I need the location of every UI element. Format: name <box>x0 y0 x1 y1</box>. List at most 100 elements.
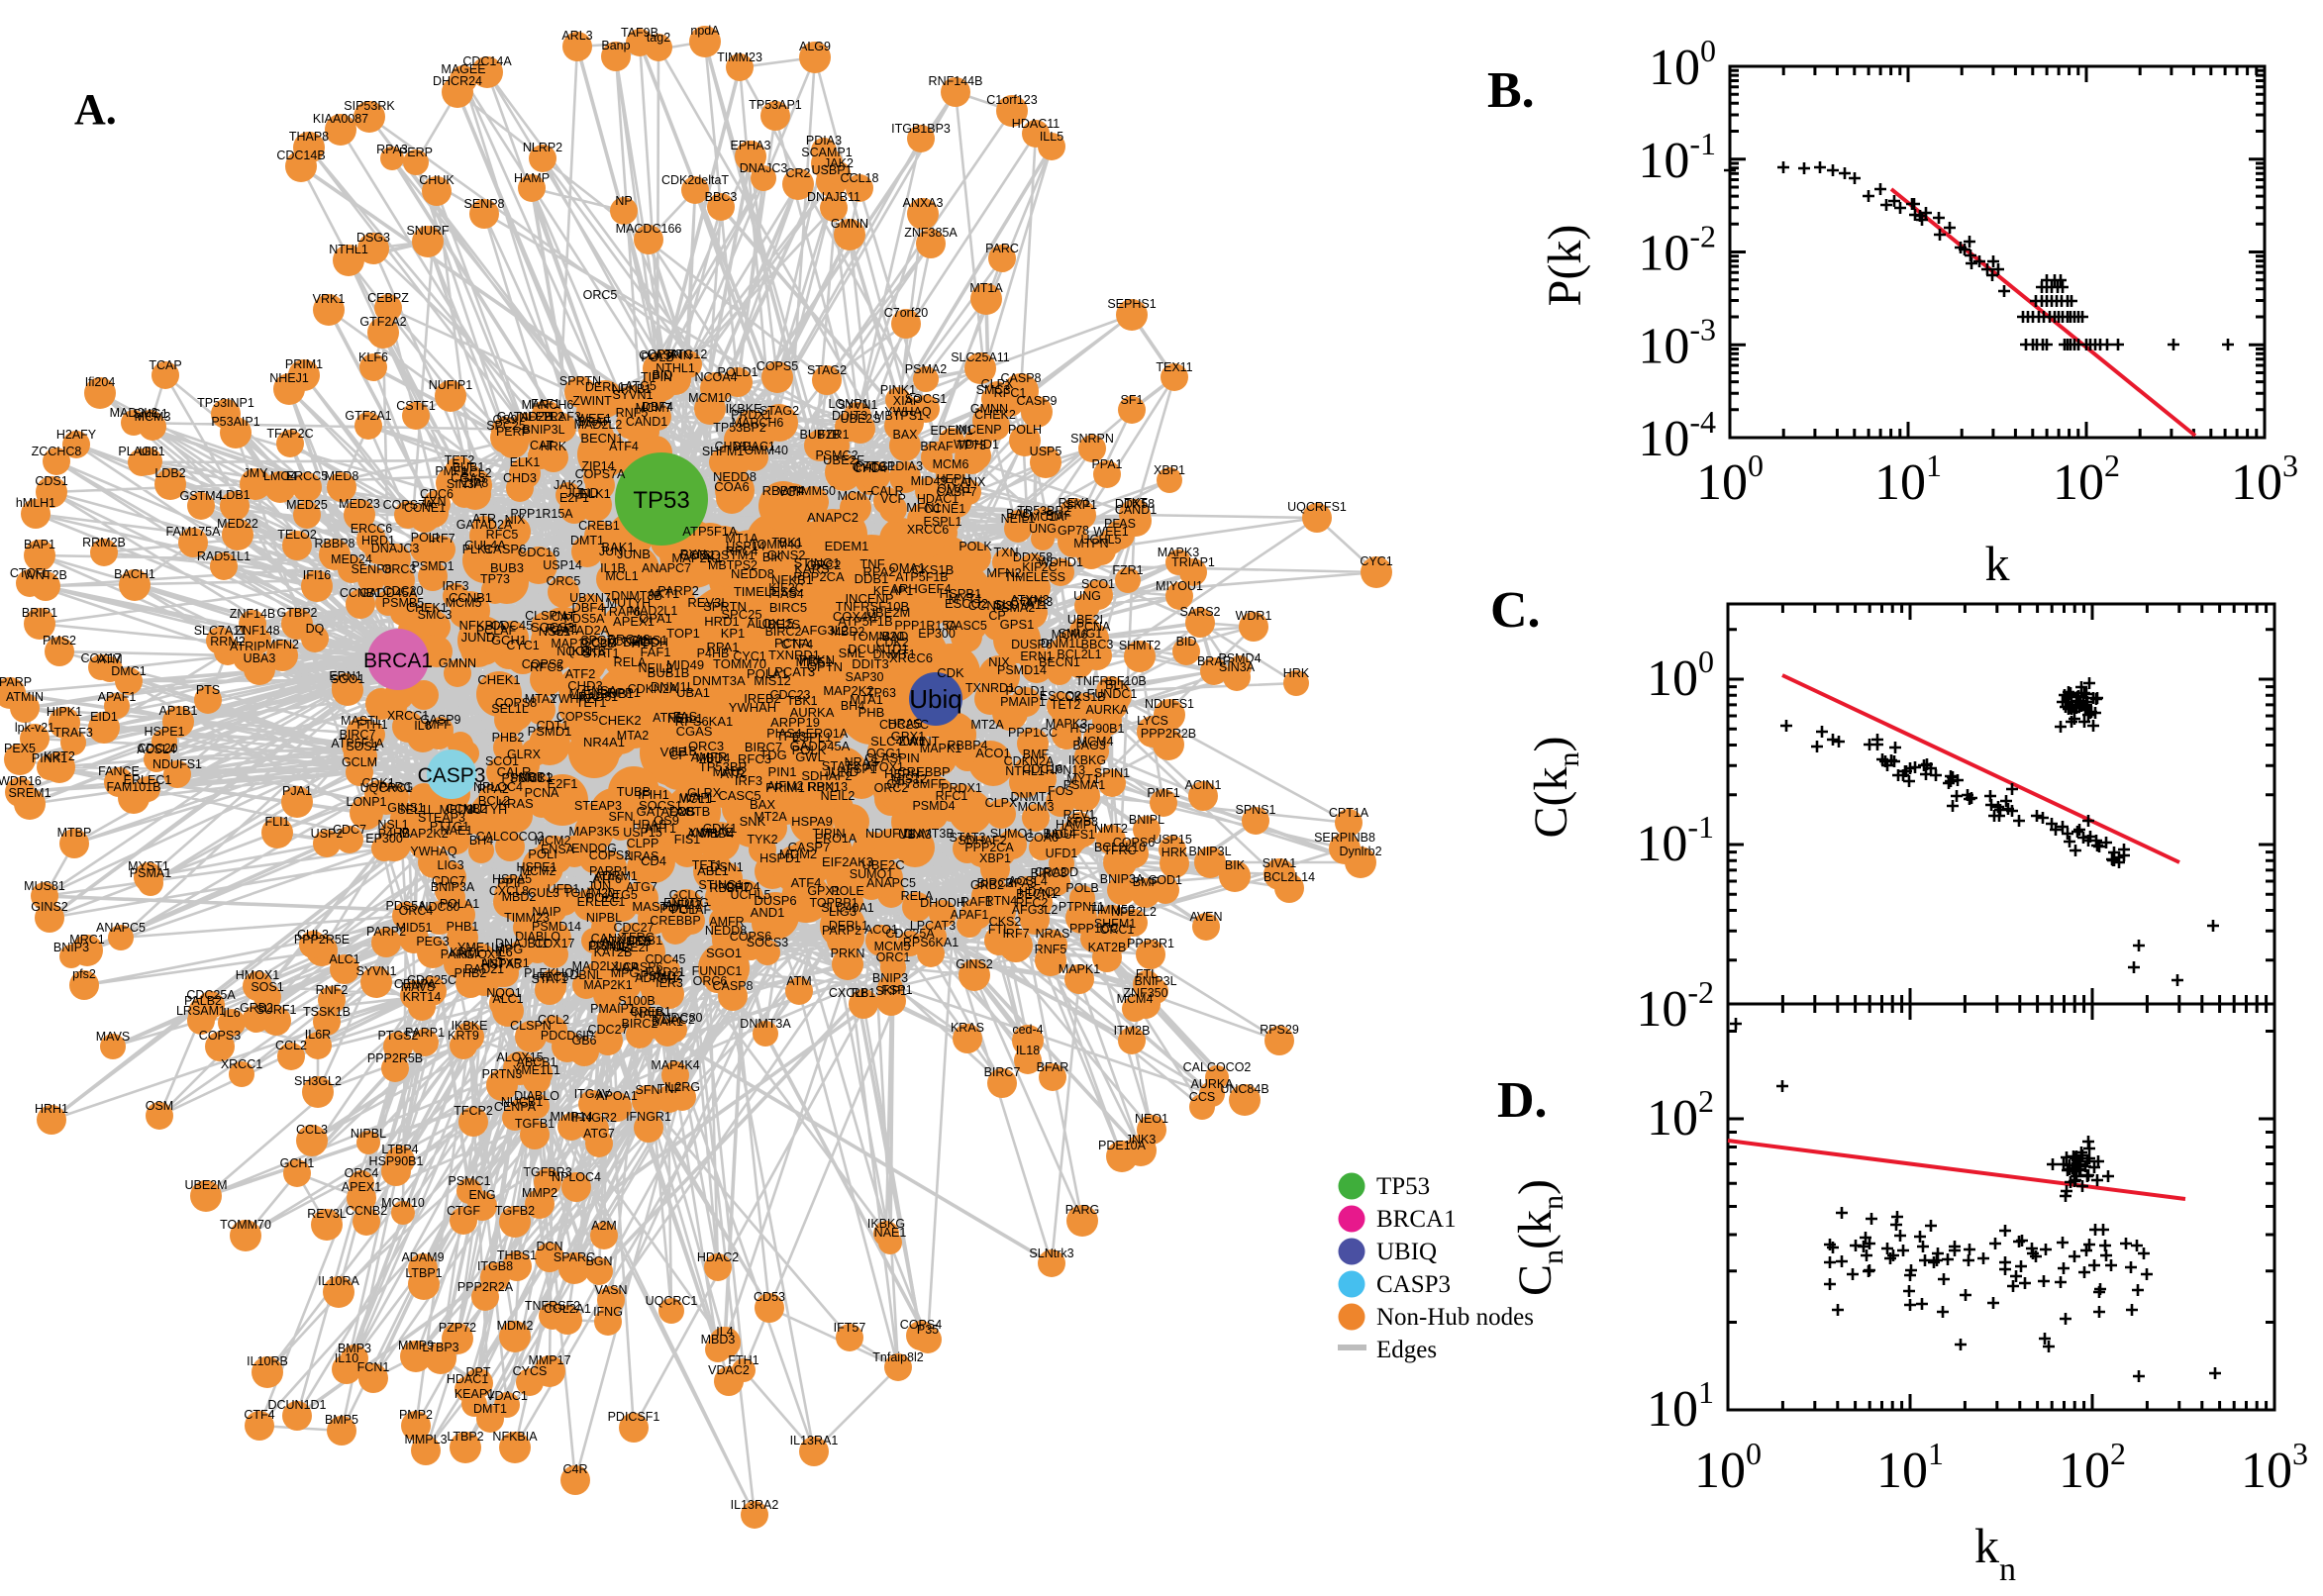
svg-text:NIPBL: NIPBL <box>351 1127 386 1141</box>
svg-text:TGFB1: TGFB1 <box>515 1117 555 1131</box>
svg-text:CDS1: CDS1 <box>35 474 67 488</box>
svg-text:NEDD8: NEDD8 <box>705 924 747 938</box>
svg-text:HEPH: HEPH <box>937 472 971 486</box>
svg-text:CHEK2: CHEK2 <box>598 713 641 728</box>
svg-text:HRK: HRK <box>541 440 567 453</box>
svg-text:ITGB1BP3: ITGB1BP3 <box>891 122 951 136</box>
svg-text:ORC5: ORC5 <box>583 288 618 302</box>
svg-text:POLA1: POLA1 <box>440 897 479 911</box>
svg-text:UBE2I: UBE2I <box>1067 613 1103 627</box>
svg-text:CTCFL: CTCFL <box>10 566 50 580</box>
svg-text:COPS4: COPS4 <box>900 1318 942 1332</box>
svg-text:SGO1: SGO1 <box>331 672 365 686</box>
svg-text:SPC25: SPC25 <box>486 419 526 433</box>
svg-text:KPB8: KPB8 <box>1066 815 1098 829</box>
svg-text:IKBKE: IKBKE <box>726 402 762 416</box>
svg-text:COPS2: COPS2 <box>522 657 563 671</box>
svg-text:SERPINB8: SERPINB8 <box>1314 831 1375 845</box>
svg-text:LMO4: LMO4 <box>263 469 297 483</box>
svg-text:TUBB: TUBB <box>617 784 652 799</box>
svg-text:CKS2: CKS2 <box>989 915 1022 929</box>
svg-text:PPP2CA: PPP2CA <box>964 841 1014 854</box>
svg-text:SUMO1: SUMO1 <box>990 827 1035 841</box>
svg-text:NDUFS1: NDUFS1 <box>1145 697 1194 711</box>
svg-text:ACTB: ACTB <box>676 804 711 819</box>
svg-text:KEAP1: KEAP1 <box>454 1387 494 1401</box>
svg-text:MED22: MED22 <box>217 517 258 531</box>
svg-text:CHD4: CHD4 <box>725 879 759 894</box>
svg-text:JUND: JUND <box>565 486 598 500</box>
svg-text:Tnfaip8l2: Tnfaip8l2 <box>872 1350 923 1364</box>
svg-text:IRF7: IRF7 <box>1002 927 1029 941</box>
svg-text:ANAPC5: ANAPC5 <box>96 921 146 935</box>
svg-text:PDIA3: PDIA3 <box>806 134 842 148</box>
svg-text:PARG: PARG <box>379 780 414 794</box>
svg-text:LONP1: LONP1 <box>829 397 869 411</box>
svg-text:TET1: TET1 <box>692 858 723 872</box>
svg-text:ATP5F1A: ATP5F1A <box>682 524 738 539</box>
svg-text:HSPE1: HSPE1 <box>145 725 185 739</box>
svg-text:PCNA: PCNA <box>525 786 559 800</box>
svg-text:IL1B: IL1B <box>600 561 626 575</box>
svg-text:E2F1: E2F1 <box>559 491 589 505</box>
svg-text:CD53: CD53 <box>754 1290 785 1304</box>
svg-text:RNF5: RNF5 <box>1035 943 1067 956</box>
svg-text:DUSP6: DUSP6 <box>1011 638 1053 651</box>
svg-text:MAP2K1: MAP2K1 <box>583 978 632 992</box>
svg-text:PPP3R1: PPP3R1 <box>1127 937 1174 950</box>
svg-text:LDB2: LDB2 <box>154 466 185 480</box>
svg-text:BACH1: BACH1 <box>114 567 155 581</box>
svg-text:BIRC2: BIRC2 <box>622 1017 658 1031</box>
svg-text:SPRTN: SPRTN <box>559 374 601 388</box>
svg-text:TP53: TP53 <box>633 487 689 514</box>
svg-text:IL2RG: IL2RG <box>664 1080 700 1094</box>
svg-text:lpk-v21: lpk-v21 <box>15 721 54 735</box>
svg-text:RPN13: RPN13 <box>1046 763 1085 777</box>
svg-text:CR2: CR2 <box>785 166 810 180</box>
svg-text:DERL1: DERL1 <box>585 380 625 394</box>
svg-text:ERCC5: ERCC5 <box>286 469 328 483</box>
svg-text:TXN: TXN <box>994 546 1019 559</box>
svg-text:DDB1: DDB1 <box>855 571 889 586</box>
svg-text:Non-Hub nodes: Non-Hub nodes <box>1376 1304 1534 1331</box>
svg-text:GATAD2A: GATAD2A <box>456 518 513 532</box>
svg-text:PSMA2: PSMA2 <box>905 362 947 376</box>
svg-text:DCUN1D1: DCUN1D1 <box>267 1398 326 1412</box>
svg-text:CHD3: CHD3 <box>503 471 537 485</box>
svg-text:CDC25A: CDC25A <box>885 927 935 941</box>
svg-text:BUB3: BUB3 <box>490 560 524 575</box>
svg-text:FTH1: FTH1 <box>728 1353 758 1367</box>
svg-text:CP: CP <box>988 609 1005 623</box>
svg-text:LONP1: LONP1 <box>347 795 387 809</box>
svg-text:NPLOC4: NPLOC4 <box>552 1170 601 1184</box>
svg-text:PSMA1: PSMA1 <box>130 866 171 880</box>
svg-text:CDC7: CDC7 <box>432 874 465 888</box>
svg-text:CDK: CDK <box>937 665 964 680</box>
svg-text:CASP7: CASP7 <box>788 840 831 854</box>
svg-text:ADRM1: ADRM1 <box>635 971 678 985</box>
svg-text:PSMC1: PSMC1 <box>448 1174 490 1188</box>
svg-text:IFT57: IFT57 <box>834 1321 866 1335</box>
svg-text:CHEK1: CHEK1 <box>406 601 448 615</box>
svg-text:DNAJC3: DNAJC3 <box>371 542 420 555</box>
svg-text:AKT1: AKT1 <box>648 586 680 601</box>
svg-text:DBF4: DBF4 <box>642 400 673 414</box>
svg-text:MAU2: MAU2 <box>713 765 748 779</box>
svg-text:PFAS: PFAS <box>1104 517 1136 531</box>
svg-text:RBBP4: RBBP4 <box>762 483 805 498</box>
svg-text:MTBP: MTBP <box>57 826 92 840</box>
svg-text:UBA1: UBA1 <box>676 685 710 700</box>
svg-text:CDK1: CDK1 <box>361 776 394 790</box>
svg-text:NHEJ1: NHEJ1 <box>269 371 309 385</box>
svg-text:SPARC: SPARC <box>554 1250 595 1264</box>
svg-text:FOS: FOS <box>1048 784 1073 798</box>
svg-text:ERN1: ERN1 <box>1020 649 1053 663</box>
svg-text:LTBP3: LTBP3 <box>422 1341 458 1354</box>
svg-text:TP73: TP73 <box>957 439 986 452</box>
svg-text:GMNN: GMNN <box>831 217 868 231</box>
svg-text:BNIP3A: BNIP3A <box>1100 872 1145 886</box>
svg-text:UFD1: UFD1 <box>548 882 580 896</box>
svg-text:ITM2B: ITM2B <box>1114 1024 1151 1038</box>
svg-text:PCLAF: PCLAF <box>476 624 517 638</box>
svg-text:ZWINT: ZWINT <box>572 394 612 408</box>
